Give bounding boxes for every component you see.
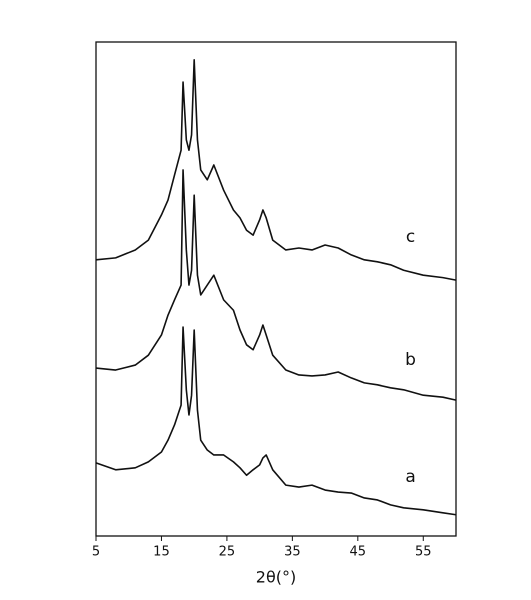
x-tick-label: 5 xyxy=(92,545,100,560)
curve-label: a xyxy=(405,467,415,487)
x-tick-label: 35 xyxy=(284,545,301,560)
x-tick-label: 25 xyxy=(219,545,236,560)
x-axis-label: 2θ(°) xyxy=(256,568,296,587)
series-line xyxy=(95,58,457,281)
series-line xyxy=(95,169,457,401)
curve-label: c xyxy=(406,227,415,247)
series-line xyxy=(95,326,457,516)
x-tick-label: 45 xyxy=(350,545,367,560)
x-tick-label: 15 xyxy=(153,545,170,560)
x-tick-label: 55 xyxy=(415,545,432,560)
curve-label: b xyxy=(405,350,416,370)
plot-frame xyxy=(95,41,457,537)
